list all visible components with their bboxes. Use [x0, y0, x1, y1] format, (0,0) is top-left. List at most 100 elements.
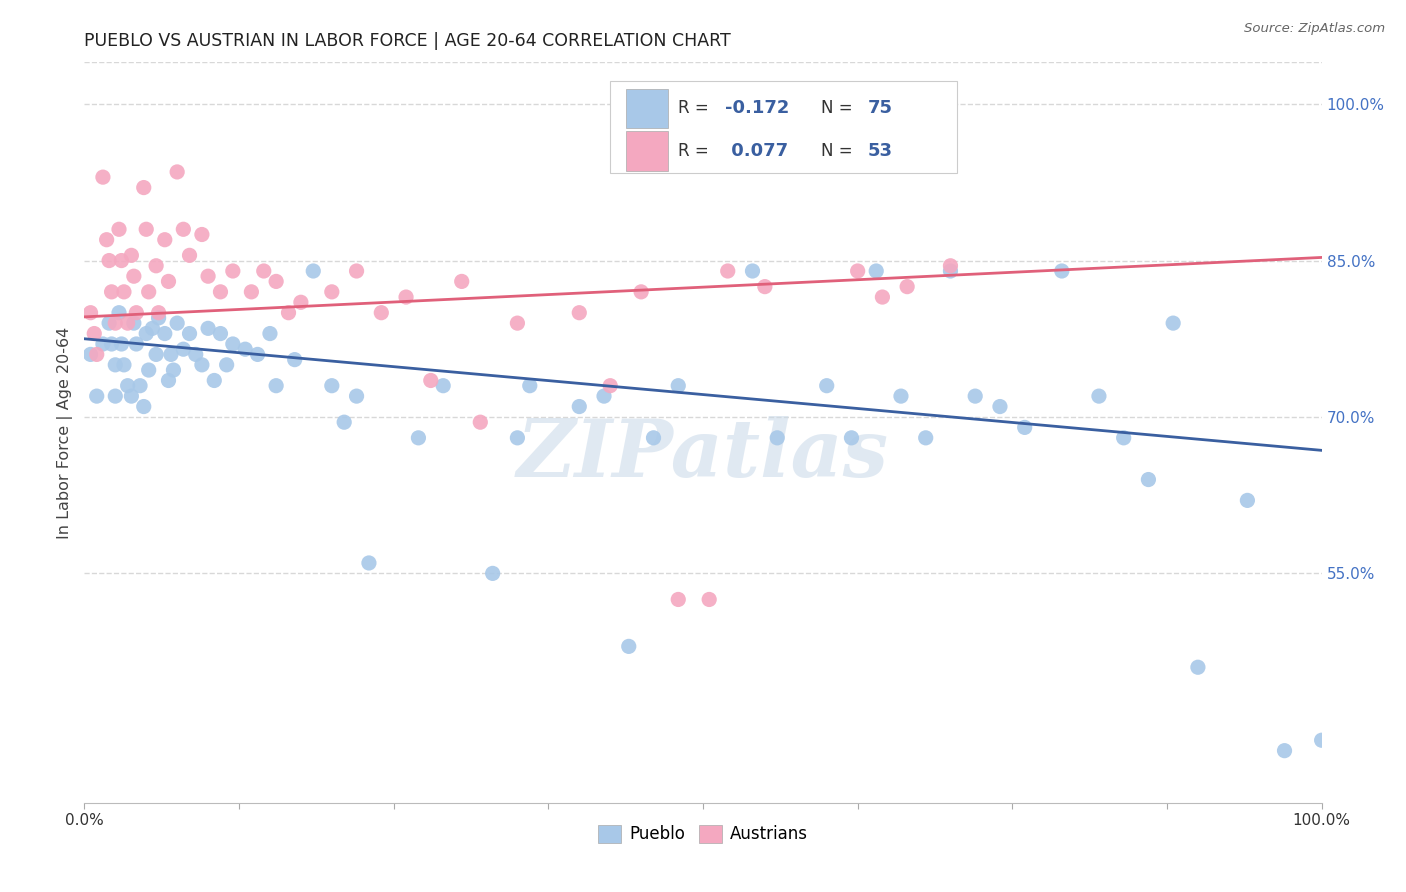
Point [112, 285, 135, 299]
Point [259, 326, 281, 341]
Point [100, 337, 122, 351]
Text: -0.172: -0.172 [725, 100, 790, 118]
Point [117, 378, 139, 392]
Point [184, 347, 207, 361]
Point [357, 556, 380, 570]
Point [215, 358, 238, 372]
Point [138, 285, 160, 299]
Point [643, 431, 665, 445]
Point [939, 264, 962, 278]
Point [222, 337, 245, 351]
Point [333, 415, 356, 429]
Point [593, 389, 616, 403]
Point [264, 274, 287, 288]
Point [233, 342, 256, 356]
Point [240, 285, 263, 299]
Point [290, 295, 312, 310]
Text: R =: R = [678, 100, 714, 118]
Point [346, 264, 368, 278]
Point [321, 285, 343, 299]
Point [110, 337, 132, 351]
Point [79, 306, 101, 320]
Point [153, 233, 176, 247]
Point [481, 566, 503, 581]
FancyBboxPatch shape [626, 131, 668, 171]
Point [104, 316, 127, 330]
Point [914, 431, 936, 445]
Point [166, 165, 188, 179]
Point [408, 431, 430, 445]
Point [104, 358, 127, 372]
Point [129, 378, 152, 392]
Point [1014, 420, 1036, 434]
Point [117, 316, 139, 330]
Y-axis label: In Labor Force | Age 20-64: In Labor Force | Age 20-64 [58, 326, 73, 539]
Point [145, 347, 167, 361]
Point [122, 269, 145, 284]
Text: N =: N = [821, 142, 858, 160]
Point [1310, 733, 1333, 747]
Point [125, 306, 148, 320]
Point [100, 285, 122, 299]
Point [264, 378, 287, 392]
Point [104, 389, 127, 403]
Point [132, 180, 155, 194]
Point [172, 342, 194, 356]
Point [197, 269, 219, 284]
Text: PUEBLO VS AUSTRIAN IN LABOR FORCE | AGE 20-64 CORRELATION CHART: PUEBLO VS AUSTRIAN IN LABOR FORCE | AGE … [84, 32, 731, 50]
Point [191, 227, 214, 242]
Point [766, 431, 789, 445]
Point [896, 279, 918, 293]
Point [79, 347, 101, 361]
Point [153, 326, 176, 341]
Point [1187, 660, 1209, 674]
Point [179, 248, 201, 262]
Point [253, 264, 276, 278]
Text: R =: R = [678, 142, 714, 160]
Point [370, 306, 392, 320]
Point [419, 374, 441, 388]
Point [865, 264, 887, 278]
Point [209, 326, 232, 341]
Point [470, 415, 492, 429]
Point [1236, 493, 1258, 508]
Point [890, 389, 912, 403]
Point [202, 374, 225, 388]
Point [1161, 316, 1184, 330]
Point [112, 358, 135, 372]
Point [939, 259, 962, 273]
Point [110, 253, 132, 268]
Point [83, 326, 105, 341]
Legend: Pueblo, Austrians: Pueblo, Austrians [591, 818, 815, 850]
Point [697, 592, 720, 607]
Point [568, 306, 591, 320]
Point [91, 170, 114, 185]
Point [277, 306, 299, 320]
Point [209, 285, 232, 299]
Point [246, 347, 269, 361]
Point [965, 389, 987, 403]
Point [108, 306, 131, 320]
Point [1137, 473, 1160, 487]
Point [666, 378, 689, 392]
Point [148, 306, 170, 320]
Point [91, 337, 114, 351]
Point [346, 389, 368, 403]
Point [568, 400, 591, 414]
Point [450, 274, 472, 288]
Point [717, 264, 740, 278]
Point [666, 592, 689, 607]
Point [86, 347, 108, 361]
Point [160, 347, 183, 361]
Point [284, 352, 307, 367]
Point [1088, 389, 1111, 403]
Point [138, 363, 160, 377]
Point [395, 290, 418, 304]
Text: 0.077: 0.077 [725, 142, 789, 160]
Point [197, 321, 219, 335]
Point [599, 378, 621, 392]
Point [841, 431, 863, 445]
Point [141, 321, 163, 335]
Text: Source: ZipAtlas.com: Source: ZipAtlas.com [1244, 22, 1385, 36]
Point [122, 316, 145, 330]
